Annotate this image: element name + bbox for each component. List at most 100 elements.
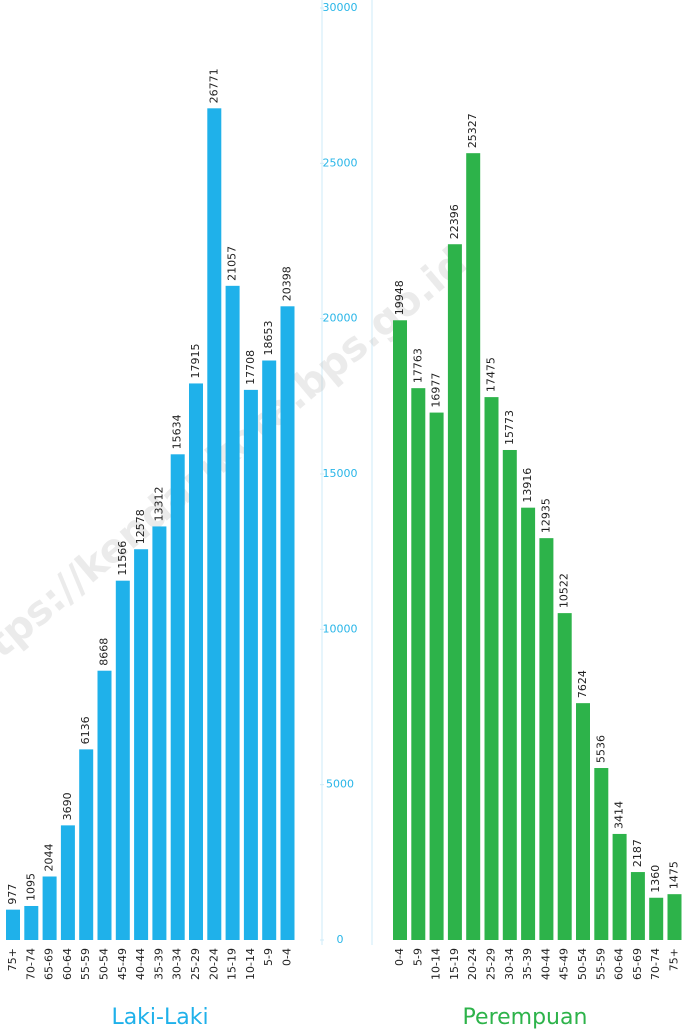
x-tick-label: 20-24 (466, 948, 479, 980)
bar (115, 580, 130, 940)
bar (189, 383, 203, 940)
value-label: 2044 (43, 843, 56, 871)
value-label: 17763 (411, 348, 424, 383)
value-label: 19948 (393, 280, 406, 315)
y-tick-label: 25000 (323, 156, 358, 169)
bar (447, 244, 462, 940)
y-tick-label: 20000 (323, 312, 358, 325)
bar (134, 549, 149, 940)
x-tick-label: 35-39 (521, 948, 534, 980)
bar (225, 285, 240, 940)
x-tick-label: 30-34 (171, 948, 184, 980)
x-tick-label: 55-59 (594, 948, 607, 980)
bar (576, 703, 590, 940)
x-tick-label: 40-44 (539, 948, 552, 980)
value-label: 1095 (24, 873, 37, 901)
value-label: 17915 (189, 343, 202, 378)
value-label: 17475 (485, 357, 498, 392)
x-tick-label: 70-74 (24, 948, 37, 980)
value-label: 5536 (594, 735, 607, 763)
value-label: 17708 (244, 350, 257, 385)
bar (170, 454, 185, 940)
bar (79, 749, 94, 940)
bar (97, 670, 112, 940)
x-tick-label: 15-19 (448, 948, 461, 980)
x-tick-label: 45-49 (558, 948, 571, 980)
x-tick-label: 10-14 (244, 948, 257, 980)
value-label: 21057 (226, 246, 239, 281)
bar (60, 825, 75, 940)
value-label: 7624 (576, 670, 589, 698)
value-label: 18653 (262, 321, 275, 356)
x-tick-label: 45-49 (116, 948, 129, 980)
value-label: 8668 (98, 638, 111, 666)
x-tick-label: 75+ (668, 948, 681, 971)
bar (42, 876, 57, 940)
y-tick-label: 5000 (326, 778, 354, 791)
bar (411, 388, 426, 940)
bar (280, 306, 295, 940)
bar (262, 360, 277, 941)
x-tick-label: 25-29 (485, 948, 498, 980)
x-tick-label: 40-44 (134, 948, 147, 980)
bar (393, 320, 407, 941)
x-tick-label: 70-74 (649, 948, 662, 980)
value-label: 10522 (558, 573, 571, 608)
x-tick-label: 15-19 (226, 948, 239, 980)
value-label: 26771 (207, 68, 220, 103)
value-label: 11566 (116, 541, 129, 576)
value-label: 3414 (613, 801, 626, 829)
bar (152, 526, 167, 940)
value-label: 20398 (281, 266, 294, 301)
x-tick-label: 55-59 (79, 948, 92, 980)
y-tick-label: 0 (337, 933, 344, 946)
x-tick-label: 0-4 (281, 948, 294, 966)
x-tick-label: 20-24 (207, 948, 220, 980)
x-tick-label: 50-54 (576, 948, 589, 980)
value-label: 977 (6, 884, 19, 905)
value-label: 22396 (448, 204, 461, 239)
value-label: 12578 (134, 509, 147, 544)
value-label: 15773 (503, 410, 516, 445)
value-label: 13916 (521, 468, 534, 503)
x-tick-label: 5-9 (411, 948, 424, 966)
value-label: 16977 (430, 373, 443, 408)
y-tick-label: 10000 (323, 622, 358, 635)
value-label: 13312 (152, 486, 165, 521)
value-label: 12935 (539, 498, 552, 533)
bar (612, 833, 627, 940)
bar (521, 507, 536, 940)
bar (667, 894, 682, 940)
x-tick-label: 60-64 (61, 948, 74, 980)
chart-title: Laki-Laki (111, 1005, 208, 1030)
bar (243, 389, 258, 940)
bar (6, 909, 20, 940)
y-tick-label: 15000 (323, 467, 358, 480)
bar (429, 412, 444, 941)
value-label: 2187 (631, 839, 644, 867)
x-tick-label: 5-9 (262, 948, 275, 966)
x-tick-label: 0-4 (393, 948, 406, 966)
bar (594, 768, 609, 940)
bar (502, 449, 517, 940)
chart-title: Perempuan (463, 1005, 588, 1030)
value-label: 6136 (79, 716, 92, 744)
value-label: 1475 (668, 861, 681, 889)
value-label: 25327 (466, 113, 479, 148)
bar (539, 538, 554, 940)
value-label: 1360 (649, 865, 662, 893)
x-tick-label: 25-29 (189, 948, 202, 980)
x-tick-label: 10-14 (430, 948, 443, 980)
bar (466, 153, 481, 940)
bar (557, 613, 572, 940)
x-tick-label: 30-34 (503, 948, 516, 980)
x-tick-label: 75+ (6, 948, 19, 971)
value-label: 15634 (171, 414, 184, 449)
bar (484, 397, 499, 940)
bar (24, 905, 39, 940)
x-tick-label: 65-69 (631, 948, 644, 980)
bar (630, 872, 645, 940)
x-tick-label: 35-39 (152, 948, 165, 980)
bar (649, 897, 664, 940)
